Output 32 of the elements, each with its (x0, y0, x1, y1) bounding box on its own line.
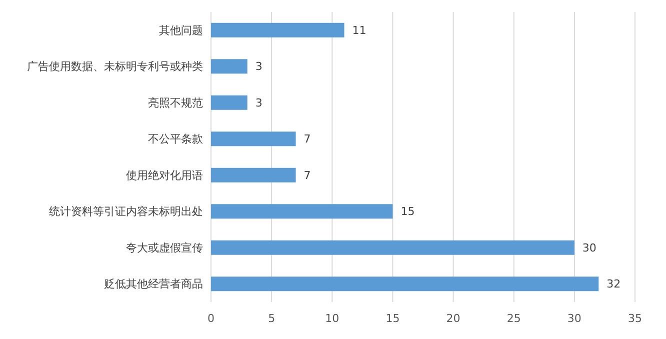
bar (211, 132, 296, 146)
data-label: 30 (582, 241, 596, 254)
data-label: 3 (255, 60, 262, 74)
y-tick-label: 亮照不规范 (148, 96, 203, 110)
x-tick-label: 10 (325, 312, 340, 325)
x-tick-label: 5 (268, 312, 276, 325)
data-label: 15 (400, 205, 415, 218)
bar (211, 168, 296, 182)
bar (211, 59, 248, 74)
x-tick-label: 25 (506, 312, 521, 325)
x-tick-label: 30 (567, 312, 582, 325)
x-tick-label: 35 (628, 312, 642, 325)
y-tick-label: 统计资料等引证内容未标明出处 (49, 205, 203, 218)
x-tick-label: 15 (386, 312, 400, 325)
x-tick-label: 20 (446, 312, 460, 325)
data-label: 32 (606, 278, 621, 291)
bar (211, 240, 574, 255)
y-tick-label: 使用绝对化用语 (126, 168, 203, 182)
bar (211, 22, 344, 38)
y-tick-label: 其他问题 (159, 24, 203, 37)
x-tick-label: 0 (208, 312, 214, 325)
bar (211, 276, 599, 292)
data-label: 3 (255, 96, 262, 110)
bar (211, 95, 248, 110)
data-label: 7 (304, 132, 311, 146)
bar (211, 204, 393, 219)
data-label: 11 (352, 24, 366, 37)
y-tick-label: 夸大或虚假宣传 (126, 241, 203, 254)
y-tick-label: 不公平条款 (148, 132, 203, 146)
y-tick-label: 贬低其他经营者商品 (104, 278, 203, 291)
y-tick-label: 广告使用数据、未标明专利号或种类 (27, 60, 203, 74)
data-label: 7 (304, 168, 311, 182)
